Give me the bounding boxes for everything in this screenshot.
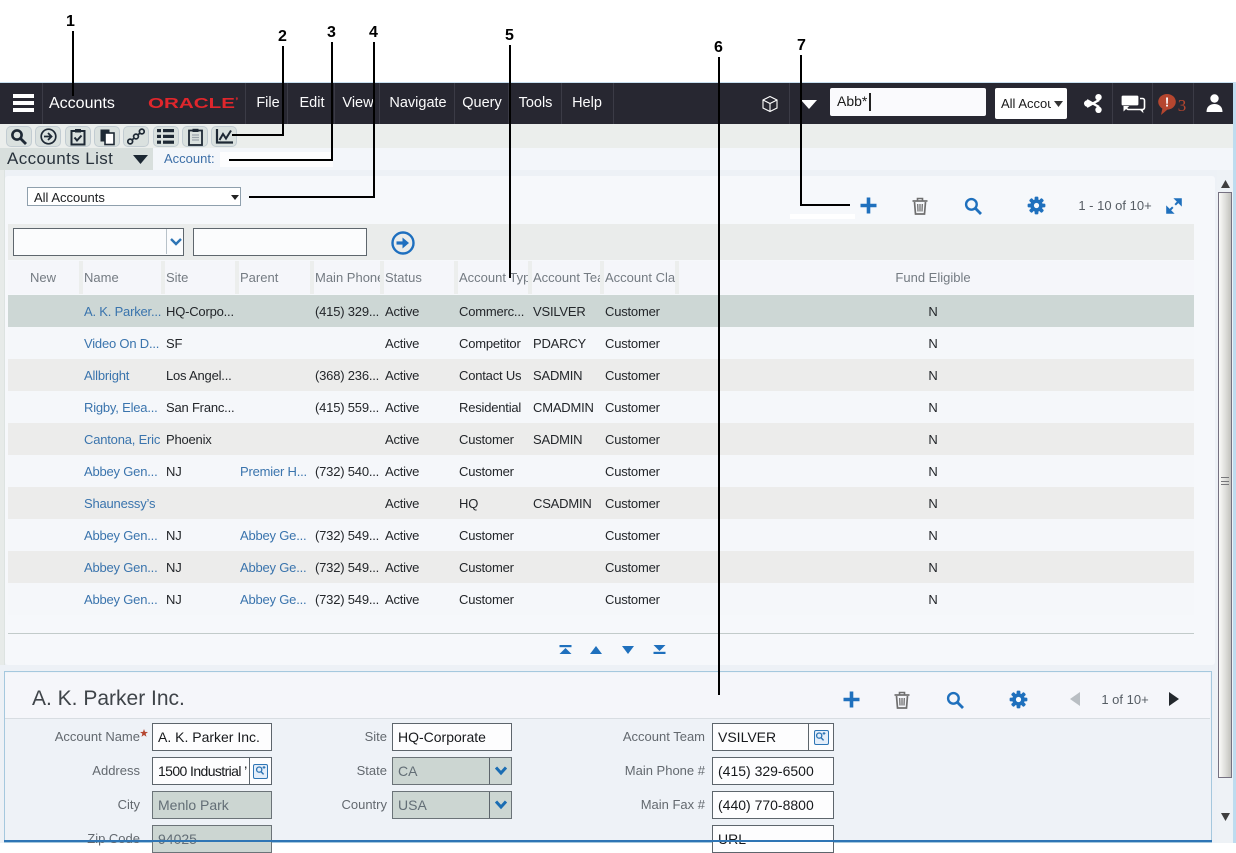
svg-text:!: ! [1165,94,1169,109]
svg-text:3: 3 [1178,96,1187,115]
